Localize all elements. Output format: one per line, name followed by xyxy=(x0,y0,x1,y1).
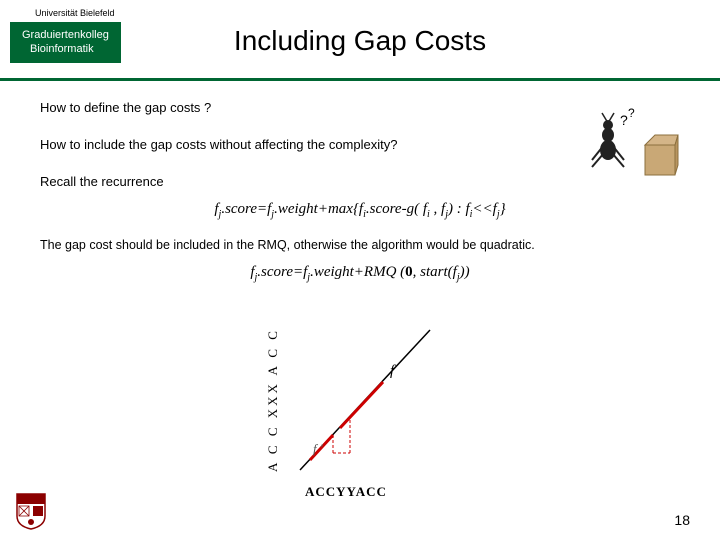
page-title: Including Gap Costs xyxy=(234,25,486,57)
formula-1: fj.score=fj.weight+max{fi.score-g( fi , … xyxy=(40,201,680,220)
page-number: 18 xyxy=(674,512,690,528)
university-label: Universität Bielefeld xyxy=(35,8,115,18)
decorative-ant-icon: ? ? xyxy=(580,105,680,190)
svg-text:?: ? xyxy=(628,106,635,120)
svg-text:?: ? xyxy=(620,112,628,128)
header-divider xyxy=(0,78,720,81)
grad-line2: Bioinformatik xyxy=(22,42,109,56)
header: Universität Bielefeld Graduiertenkolleg … xyxy=(0,0,720,80)
formula-2: fj.score=fj.weight+RMQ (0, start(fj)) xyxy=(40,264,680,283)
svg-text:f: f xyxy=(390,363,396,379)
y-axis-label: A C C XXX A C C xyxy=(265,325,285,475)
plot-svg: f f ' xyxy=(295,325,435,475)
alignment-diagram: A C C XXX A C C f f ' ACCYYACC xyxy=(270,325,470,495)
svg-text:f ': f ' xyxy=(313,441,323,456)
gap-note: The gap cost should be included in the R… xyxy=(40,238,680,252)
graduate-box: Graduiertenkolleg Bioinformatik xyxy=(10,22,121,63)
grad-line1: Graduiertenkolleg xyxy=(22,28,109,42)
shield-logo-icon xyxy=(15,492,47,530)
x-axis-label: ACCYYACC xyxy=(305,484,387,500)
